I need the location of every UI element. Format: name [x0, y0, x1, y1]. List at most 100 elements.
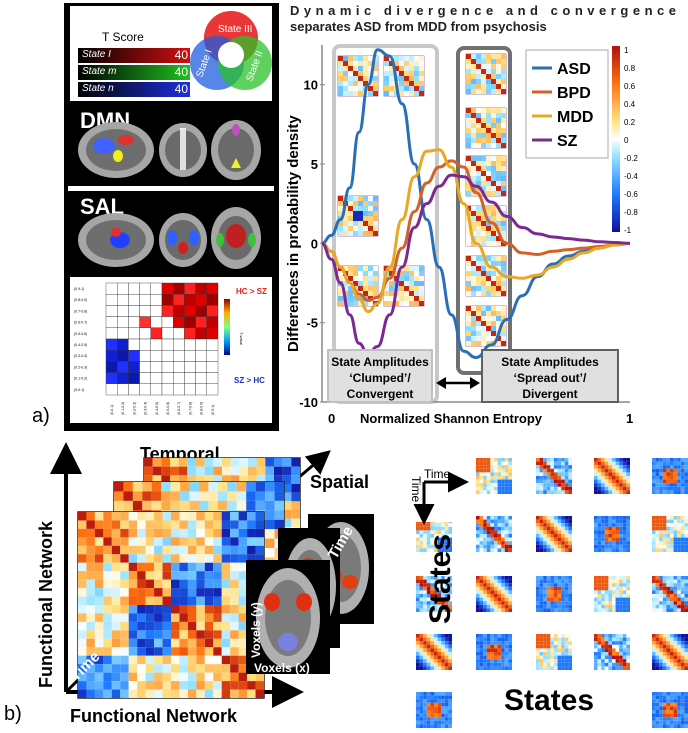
- heatmap-cell: [172, 372, 185, 384]
- left-annotation-line2: ‘Clumped’/: [349, 371, 411, 385]
- heatmap-cell: [195, 327, 207, 340]
- heatmap-cell: [117, 372, 129, 384]
- legend-label-sz: SZ: [557, 133, 578, 150]
- mini-state-matrix: [383, 265, 425, 307]
- venn-state-3: State III: [218, 24, 252, 35]
- heatmap-cell: [195, 338, 207, 351]
- heatmap-cell: [195, 372, 207, 384]
- heatmap-col-label: (0-0.1): [110, 405, 114, 415]
- heatmap-col-label: (0.4-0.5): [155, 402, 159, 415]
- colorbar-tick-label: 1: [624, 46, 629, 55]
- states-grid: Time Time States States: [409, 458, 688, 728]
- x-tick-0: 0: [328, 411, 335, 426]
- sz-gt-hc-label: SZ > HC: [234, 376, 265, 385]
- state-bar-2-value: 40: [174, 65, 188, 79]
- colorbar-tick-label: -0.8: [624, 208, 638, 217]
- state-matrix-cell: [652, 634, 688, 670]
- heatmap-row-label: (0-0.1): [74, 388, 84, 392]
- left-annotation-line1: State Amplitudes: [331, 355, 429, 369]
- heatmap-cell: [139, 349, 151, 362]
- heatmap-cell: [139, 282, 151, 295]
- series-line-mdd: [321, 148, 631, 314]
- heatmap-cell: [172, 338, 185, 351]
- y-tick-label: 5: [311, 157, 318, 172]
- heatmap-col-label: (0.9-1): [211, 405, 215, 415]
- heatmap-cell: [184, 338, 196, 351]
- heatmap-row-label: (0.3-0.4): [74, 354, 87, 358]
- heatmap-cell: [117, 349, 129, 362]
- heatmap-cell: [206, 316, 219, 328]
- state-bar-1-value: 40: [174, 48, 188, 62]
- state-matrix-cell: [416, 692, 452, 728]
- heatmap-row-label: (0.5-0.6): [74, 332, 87, 336]
- left-annotation-bg: [327, 349, 433, 403]
- heatmap-col-label: (0.5-0.6): [166, 402, 170, 415]
- chart-colorbar: [612, 46, 620, 232]
- heatmap-cell: [117, 383, 129, 396]
- state-matrix-cell: [652, 516, 688, 552]
- state-matrix-cell: [416, 634, 452, 670]
- fc-matrix-layer: [77, 511, 265, 699]
- heatmap-cell: [172, 349, 185, 362]
- voxels-y-label: Voxels (y): [249, 602, 263, 658]
- heatmap-cell: [128, 316, 140, 328]
- heatmap-cell: [139, 294, 151, 306]
- heatmap-cell: [184, 316, 196, 328]
- heatmap-cell: [161, 338, 174, 351]
- heatmap-row-label: (0.2-0.3): [74, 365, 87, 369]
- heatmap-cell: [184, 282, 196, 295]
- heatmap-cell: [172, 282, 185, 295]
- state-matrix-cell: [652, 458, 688, 494]
- colorbar-tick-label: -1: [624, 226, 632, 235]
- time-axis-left-label: Time: [409, 476, 423, 503]
- panel-b-left: Functional Network Functional Network Te…: [36, 442, 374, 726]
- legend-label-asd: ASD: [557, 61, 591, 78]
- heatmap-cell: [105, 383, 118, 396]
- heatmap-cell: [161, 294, 174, 306]
- heatmap-cell: [150, 361, 163, 373]
- heatmap-cell: [139, 305, 151, 317]
- state-bar-3-name: State n: [82, 83, 114, 94]
- heatmap-cell: [161, 316, 174, 328]
- chart-xlabel: Normalized Shannon Entropy: [360, 411, 543, 426]
- heatmap-cell: [172, 316, 185, 328]
- heatmap-cell: [150, 372, 163, 384]
- panel-label-a: a): [32, 405, 50, 427]
- state-bar-3: State n 40: [78, 82, 190, 97]
- y-tick-label: 0: [311, 236, 318, 251]
- heatmap-col-label: (0.2-0.3): [132, 402, 136, 415]
- heatmap-cell: [105, 372, 118, 384]
- states-x-label: States: [504, 684, 594, 717]
- heatmap-cell: [206, 361, 219, 373]
- series-line-sz: [321, 173, 631, 356]
- heatmap-cell: [150, 383, 163, 396]
- heatmap-cell: [117, 327, 129, 340]
- state-matrix-cell: [594, 458, 630, 494]
- heatmap-cell: [128, 361, 140, 373]
- heatmap-row-label: (0.8-0.9): [74, 298, 87, 302]
- heatmap-cell: [206, 349, 219, 362]
- state-matrix-cell: [594, 516, 630, 552]
- heatmap-cell: [161, 327, 174, 340]
- heatmap-cell: [150, 316, 163, 328]
- mini-state-matrix: [465, 155, 507, 197]
- state-matrix-cell: [476, 458, 512, 494]
- y-tick-label: 10: [304, 78, 318, 93]
- legend-label-bpd: BPD: [557, 85, 591, 102]
- heatmap-cell: [139, 372, 151, 384]
- heatmap-col-label: (0.6-0.7): [177, 402, 181, 415]
- t-score-label: T Score: [102, 30, 144, 44]
- heatmap-cell: [105, 327, 118, 340]
- heatmap-cell: [150, 349, 163, 362]
- heatmap-cell: [150, 338, 163, 351]
- series-line-bpd: [321, 159, 631, 302]
- heatmap-cell: [128, 338, 140, 351]
- heatmap-cell: [161, 361, 174, 373]
- heatmap-cell: [150, 327, 163, 340]
- heatmap-row-label: (0.1-0.2): [74, 377, 87, 381]
- heatmap-cell: [195, 316, 207, 328]
- heatmap-cell: [128, 383, 140, 396]
- heatmap-cell: [195, 282, 207, 295]
- state-bar-1: State I 40: [78, 48, 190, 63]
- heatmap-cell: [172, 294, 185, 306]
